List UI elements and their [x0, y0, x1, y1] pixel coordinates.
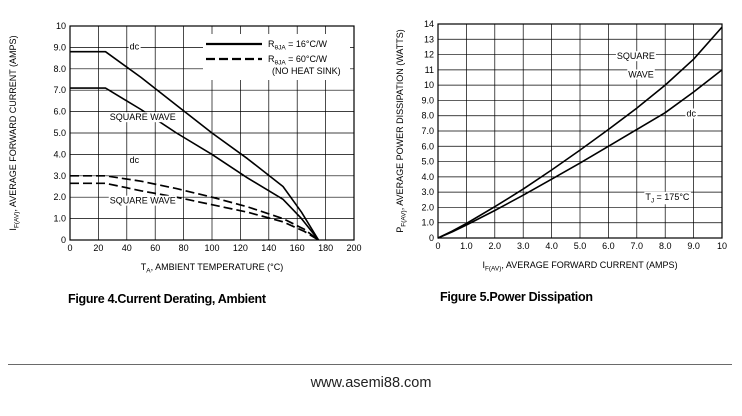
series-line-0: [70, 50, 320, 241]
x-tick-label: 100: [204, 243, 219, 253]
y-tick-label: 1.0: [53, 214, 66, 224]
curve-annotation: dc: [130, 42, 140, 52]
x-tick-label: 180: [318, 243, 333, 253]
x-tick-label: 3.0: [517, 241, 530, 251]
y-tick-label: 7.0: [53, 85, 66, 95]
curve-annotation: dc: [130, 155, 140, 165]
series-line-0: [437, 26, 723, 239]
series-line-2: [70, 174, 320, 241]
x-axis-label: TA, AMBIENT TEMPERATURE (°C): [141, 262, 283, 275]
x-axis-label: IF(AV), AVERAGE FORWARD CURRENT (AMPS): [482, 260, 677, 273]
curve-annotation: SQUARE WAVE: [110, 112, 176, 122]
plot-frame: [437, 23, 723, 239]
y-tick-label: 6.0: [53, 107, 66, 117]
x-tick-label: 140: [261, 243, 276, 253]
x-tick-label: 60: [150, 243, 160, 253]
y-tick-label: 3.0: [421, 187, 434, 197]
figure-5-caption: Figure 5.Power Dissipation: [440, 290, 593, 304]
x-tick-label: 160: [290, 243, 305, 253]
y-tick-label: 2.0: [421, 202, 434, 212]
y-tick-label: 12: [424, 50, 434, 60]
x-tick-label: 0: [435, 241, 440, 251]
y-tick-label: 3.0: [53, 171, 66, 181]
y-tick-label: 0: [61, 235, 66, 245]
y-tick-label: 11: [425, 65, 434, 75]
legend: RθJA = 16°C/W RθJA = 60°C/W(NO HEAT SINK): [203, 34, 350, 80]
x-tick-label: 2.0: [489, 241, 502, 251]
website-footer: www.asemi88.com: [310, 375, 432, 391]
curve-annotation: dc: [687, 108, 697, 118]
x-tick-label: 7.0: [631, 241, 644, 251]
x-tick-label: 200: [346, 243, 361, 253]
y-tick-label: 5.0: [421, 157, 434, 167]
x-tick-label: 40: [122, 243, 132, 253]
x-tick-label: 80: [179, 243, 189, 253]
y-tick-label: 6.0: [421, 141, 434, 151]
y-tick-label: 5.0: [53, 128, 66, 138]
y-tick-label: 10: [56, 21, 66, 31]
series-line-1: [70, 87, 320, 241]
x-tick-label: 10: [717, 241, 727, 251]
x-tick-label: 120: [233, 243, 248, 253]
power-dissipation-chart: 0 1.0 2.0 3.0 4.0 5.0 6.0 7.0 8.0 9.0 10 0 1.0 2.0 3.0…: [395, 19, 727, 273]
y-tick-label: 14: [424, 19, 434, 29]
x-tick-label: 8.0: [659, 241, 672, 251]
legend-entry-label: RθJA = 16°C/W: [268, 39, 328, 52]
y-tick-label: 13: [424, 34, 434, 44]
y-tick-label: 10: [424, 80, 434, 90]
x-tick-label: 9.0: [687, 241, 700, 251]
y-tick-label: 9.0: [53, 42, 66, 52]
divider-line: [8, 364, 732, 365]
series-line-1: [437, 69, 723, 239]
curve-annotation: WAVE: [628, 70, 654, 80]
y-tick-label: 2.0: [53, 192, 66, 202]
x-tick-label: 6.0: [602, 241, 615, 251]
figure-4-caption: Figure 4.Current Derating, Ambient: [68, 292, 266, 306]
y-tick-label: 4.0: [421, 172, 434, 182]
plot-frame: [69, 25, 355, 241]
y-tick-label: 4.0: [53, 149, 66, 159]
curve-annotation: SQUARE WAVE: [110, 196, 176, 206]
y-axis-label: PF(AV), AVERAGE POWER DISSIPATION (WATTS…: [395, 29, 408, 232]
y-tick-label: 7.0: [421, 126, 434, 136]
x-tick-label: 4.0: [545, 241, 558, 251]
legend-entry-label: RθJA = 60°C/W: [268, 54, 328, 67]
curve-annotation: SQUARE: [617, 51, 655, 61]
x-tick-label: 1.0: [460, 241, 473, 251]
current-derating-chart: 0 20 40 60 80 100 120 140 160 180 200 0 1.0 2.0 3.0 4.0…: [8, 21, 362, 275]
x-tick-label: 20: [93, 243, 103, 253]
x-tick-label: 5.0: [574, 241, 587, 251]
legend-entry-note: (NO HEAT SINK): [272, 66, 341, 76]
y-tick-label: 9.0: [421, 95, 434, 105]
series-line-3: [70, 182, 319, 241]
y-tick-label: 8.0: [53, 64, 66, 74]
x-tick-label: 0: [67, 243, 72, 253]
y-axis-label: IF(AV), AVERAGE FORWARD CURRENT (AMPS): [8, 35, 21, 230]
junction-temperature-label: TJ = 175°C: [645, 192, 690, 205]
y-tick-label: 1.0: [421, 218, 434, 228]
y-tick-label: 8.0: [421, 111, 434, 121]
legend-background: [203, 34, 350, 80]
y-tick-label: 0: [429, 233, 434, 243]
